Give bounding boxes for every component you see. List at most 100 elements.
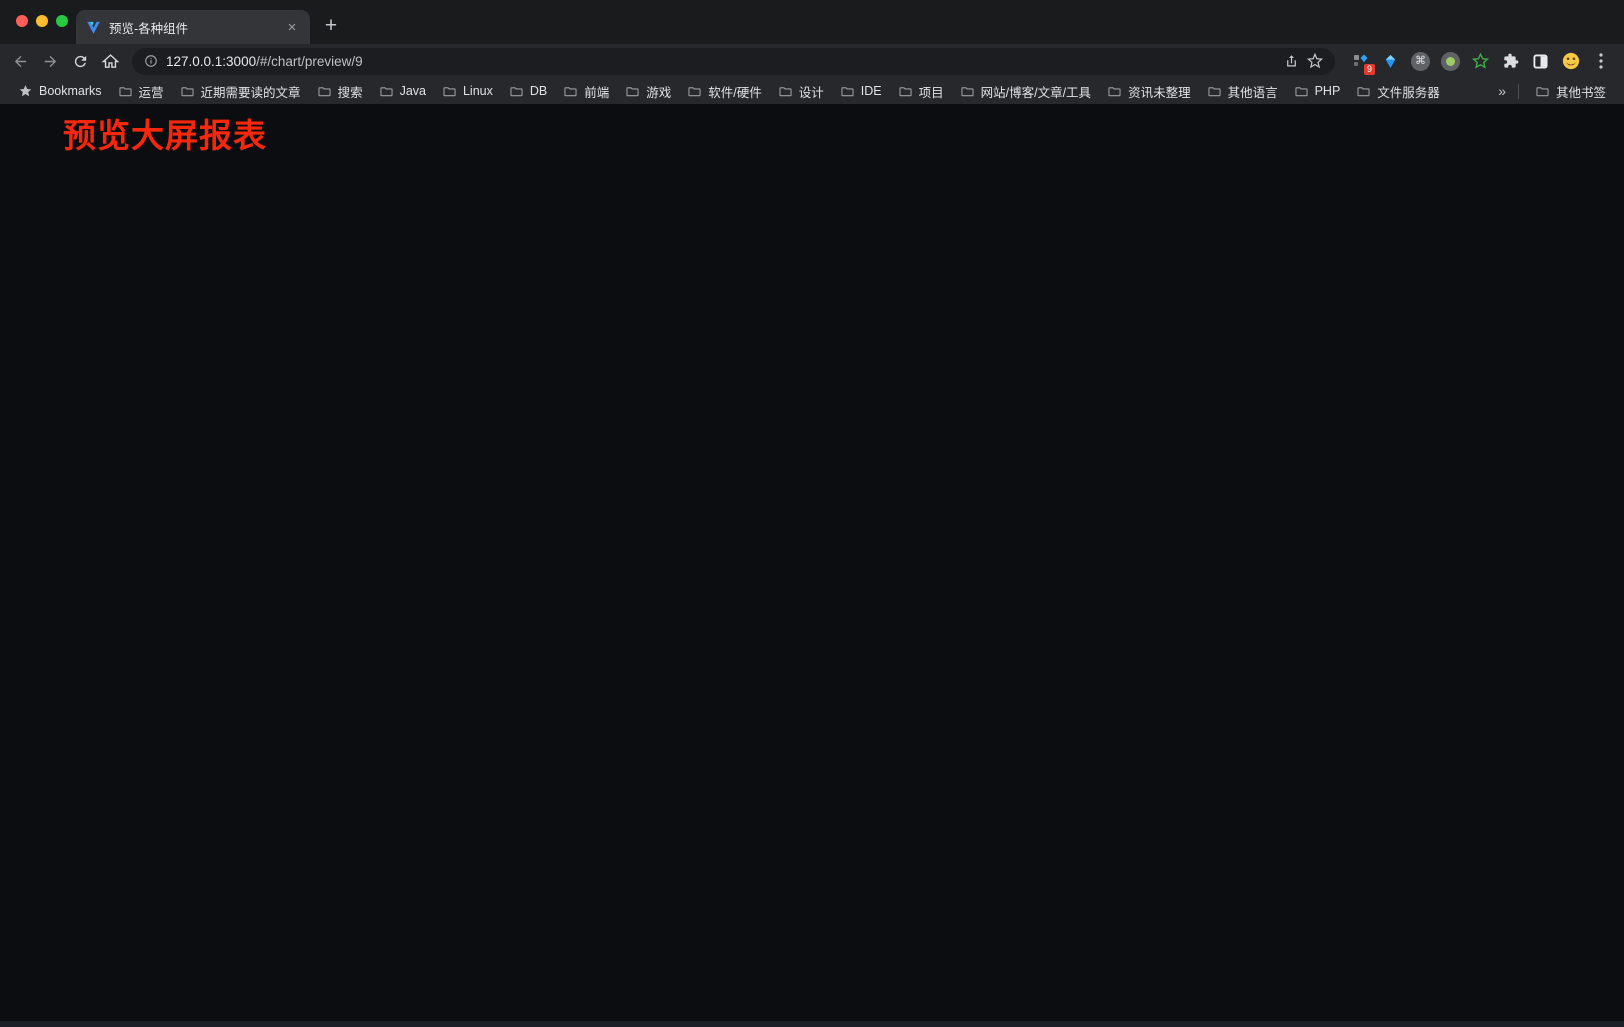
other-bookmarks[interactable]: 其他书签 <box>1527 80 1614 103</box>
folder-icon <box>443 87 456 97</box>
zoom-window-button[interactable] <box>56 15 68 27</box>
bookmark-star-icon[interactable] <box>1306 52 1324 69</box>
gem-extension-icon[interactable] <box>1381 52 1400 71</box>
minimize-window-button[interactable] <box>36 15 48 27</box>
extensions-puzzle-icon[interactable] <box>1501 52 1520 71</box>
folder-icon <box>1357 87 1370 97</box>
close-window-button[interactable] <box>16 15 28 27</box>
star-filled-icon <box>19 85 32 97</box>
progress-gauge <box>1052 650 1260 862</box>
other-bookmarks-label: 其他书签 <box>1555 85 1606 100</box>
folder-icon <box>317 87 331 97</box>
folder-icon <box>841 87 854 97</box>
page-title: 预览大屏报表 <box>63 117 267 154</box>
command-extension-icon[interactable]: ⌘ <box>1411 51 1430 71</box>
url-text: 127.0.0.1:3000/#/chart/preview/9 <box>166 54 1276 69</box>
progress-bar-chart <box>992 160 1372 388</box>
green-star-extension-icon[interactable] <box>1471 52 1490 71</box>
bookmark-folder[interactable]: 资讯未整理 <box>1099 80 1199 103</box>
gradient-line-chart <box>497 397 889 615</box>
site-info-icon[interactable] <box>144 54 158 68</box>
bookmark-folder[interactable]: 游戏 <box>617 80 679 103</box>
home-button[interactable] <box>96 48 124 74</box>
bookmark-label: 文件服务器 <box>1377 85 1440 100</box>
bookmarks-label: Bookmarks <box>39 84 102 98</box>
bookmark-folder[interactable]: Java <box>371 82 434 100</box>
folder-icon <box>564 87 577 97</box>
bookmark-folder[interactable]: Linux <box>434 82 501 100</box>
reload-button[interactable] <box>66 48 94 74</box>
bookmarks-overflow-chevron[interactable]: » <box>1498 83 1506 99</box>
bookmark-label: 设计 <box>798 85 824 100</box>
bookmark-label: Linux <box>462 84 493 98</box>
bookmark-label: DB <box>529 84 548 98</box>
dual-area-line-chart <box>97 674 480 892</box>
bookmark-folder[interactable]: 设计 <box>770 80 832 103</box>
bookmark-folder[interactable]: 其他语言 <box>1199 80 1286 103</box>
bookmarks-divider <box>1517 83 1519 99</box>
emoji-extension-icon[interactable] <box>1561 52 1580 71</box>
grid-extension-icon[interactable]: 9 <box>1351 52 1375 75</box>
bookmark-folder[interactable]: 软件/硬件 <box>679 80 769 103</box>
address-bar[interactable]: 127.0.0.1:3000/#/chart/preview/9 <box>132 47 1335 75</box>
bookmark-folder-list: 运营 近期需要读的文章 搜索 Java Linux DB 前端 游戏 软件/硬件 设计 IDE 项目 网… <box>110 80 1448 103</box>
bookmark-folder[interactable]: 近期需要读的文章 <box>172 80 309 103</box>
bookmark-label: 网站/博客/文章/工具 <box>980 85 1092 100</box>
area-line-chart <box>982 385 1354 600</box>
bookmark-folder[interactable]: 网站/博客/文章/工具 <box>952 80 1099 103</box>
folder-icon <box>1108 87 1121 97</box>
bookmark-label: 资讯未整理 <box>1128 85 1191 100</box>
tab-close-icon[interactable]: × <box>287 18 297 36</box>
folder-icon <box>899 87 912 97</box>
window-bottom-edge <box>0 1021 1624 1027</box>
browser-toolbar: 127.0.0.1:3000/#/chart/preview/9 9 ⌘ <box>0 44 1624 78</box>
bookmark-folder[interactable]: 项目 <box>890 80 952 103</box>
share-icon[interactable] <box>1284 54 1299 69</box>
bookmark-folder[interactable]: 运营 <box>110 80 172 103</box>
bookmark-label: 游戏 <box>646 85 672 100</box>
bookmark-label: 前端 <box>584 85 610 100</box>
donut-pie-chart <box>548 639 928 974</box>
extension-badge: 9 <box>1363 63 1375 75</box>
bookmarks-manager[interactable]: Bookmarks <box>10 82 110 100</box>
grouped-bar-chart <box>38 150 423 358</box>
bookmark-folder[interactable]: 前端 <box>555 80 617 103</box>
bookmark-folder[interactable]: 搜索 <box>309 80 371 103</box>
browser-menu-icon[interactable] <box>1591 52 1610 71</box>
bookmark-label: PHP <box>1314 84 1341 98</box>
back-button[interactable] <box>6 48 34 74</box>
window-titlebar: 预览-各种组件 × + <box>0 0 1624 44</box>
browser-tab[interactable]: 预览-各种组件 × <box>76 10 310 44</box>
bookmark-label: 运营 <box>138 85 164 100</box>
bookmark-folder[interactable]: DB <box>501 82 555 100</box>
bookmark-folder[interactable]: PHP <box>1286 82 1349 100</box>
folder-icon <box>180 87 194 97</box>
folder-icon <box>1536 87 1549 97</box>
bookmark-folder[interactable]: IDE <box>832 82 890 100</box>
url-host: 127.0.0.1:3000 <box>166 53 257 69</box>
folder-icon <box>626 87 639 97</box>
horizontal-bar-chart <box>502 152 890 367</box>
folder-icon <box>688 87 701 97</box>
bookmark-folder[interactable]: 文件服务器 <box>1348 80 1448 103</box>
folder-icon <box>779 87 792 97</box>
bookmarks-right-group: » 其他书签 <box>1494 80 1614 103</box>
bookmark-label: 近期需要读的文章 <box>200 85 301 100</box>
bookmark-label: 项目 <box>918 85 944 100</box>
folder-icon <box>510 87 523 97</box>
url-path: /#/chart/preview/9 <box>256 53 363 69</box>
bookmark-label: IDE <box>860 84 882 98</box>
folder-icon <box>1295 87 1308 97</box>
bookmark-label: 其他语言 <box>1227 85 1278 100</box>
forward-button[interactable] <box>36 48 64 74</box>
window-controls <box>16 15 68 27</box>
site-favicon-icon <box>86 20 101 35</box>
extensions-cluster: 9 ⌘ <box>1343 51 1618 75</box>
bookmark-label: Java <box>399 84 426 98</box>
bookmarks-bar: Bookmarks 运营 近期需要读的文章 搜索 Java Linux DB 前端 游戏 软件/… <box>0 78 1624 104</box>
new-tab-button[interactable]: + <box>324 14 338 37</box>
tab-title: 预览-各种组件 <box>109 21 189 36</box>
contrast-extension-icon[interactable] <box>1531 52 1550 71</box>
recorder-extension-icon[interactable] <box>1441 51 1460 71</box>
